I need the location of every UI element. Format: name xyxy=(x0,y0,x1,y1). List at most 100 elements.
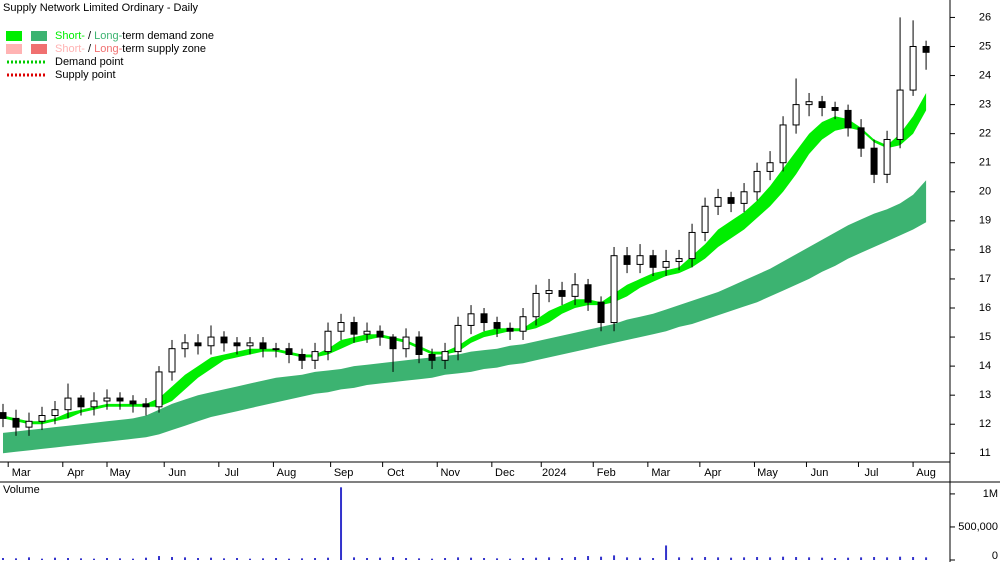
y-tick-label: 14 xyxy=(979,360,991,372)
volume-bar xyxy=(782,556,785,560)
candle-body xyxy=(155,371,163,408)
y-tick-label: 16 xyxy=(979,302,991,314)
candle-body xyxy=(532,292,540,318)
volume-bar xyxy=(340,487,343,560)
y-tick-label: 18 xyxy=(979,244,991,256)
volume-bar xyxy=(691,557,694,560)
candle-body xyxy=(740,191,748,204)
volume-bar xyxy=(743,557,746,560)
candle-body xyxy=(831,107,839,111)
y-tick-label: 22 xyxy=(979,128,991,140)
candle-body xyxy=(181,342,189,350)
y-tick-label: 23 xyxy=(979,99,991,111)
volume-bar xyxy=(587,556,590,560)
volume-bar xyxy=(665,545,668,560)
volume-bar xyxy=(457,557,460,560)
volume-tick-label: 0 xyxy=(992,550,998,562)
volume-bar xyxy=(717,557,720,560)
candle-body xyxy=(480,313,488,324)
candle-body xyxy=(545,290,553,294)
candle-body xyxy=(779,124,787,164)
candle-body xyxy=(207,336,215,347)
volume-bar xyxy=(418,558,421,560)
volume-bar xyxy=(158,556,161,560)
candle-body xyxy=(12,417,20,428)
candle-body xyxy=(727,197,735,204)
chart-title: Supply Network Limited Ordinary - Daily xyxy=(3,2,199,14)
volume-bar xyxy=(405,558,408,560)
volume-bar xyxy=(899,556,902,560)
volume-bar xyxy=(366,558,369,560)
candle-body xyxy=(857,127,865,149)
candle-body xyxy=(402,336,410,350)
x-tick-label: 2024 xyxy=(542,467,566,479)
volume-bar xyxy=(327,557,330,560)
volume-bar xyxy=(132,558,135,560)
candle-body xyxy=(64,397,72,411)
volume-bar xyxy=(145,557,148,560)
legend-long: Long- xyxy=(94,30,122,42)
candle-body xyxy=(467,313,475,326)
candle-body xyxy=(623,255,631,265)
legend-label: Short- / Long-term demand zone xyxy=(55,30,214,42)
candle-body xyxy=(506,327,514,332)
volume-bars xyxy=(1,487,928,560)
volume-bar xyxy=(808,557,811,560)
legend-separator: / xyxy=(85,43,94,55)
x-tick-label: Feb xyxy=(597,467,616,479)
legend-label: Short- / Long-term supply zone xyxy=(55,43,206,55)
volume-tick-label: 500,000 xyxy=(958,521,998,533)
legend-swatch xyxy=(6,31,22,41)
y-tick-label: 13 xyxy=(979,389,991,401)
volume-bar xyxy=(730,557,733,560)
y-tick-label: 26 xyxy=(979,11,991,23)
candle-body xyxy=(298,353,306,361)
legend-rest: term supply zone xyxy=(122,43,206,55)
candle-body xyxy=(311,351,319,361)
candle-body xyxy=(415,336,423,355)
volume-bar xyxy=(262,558,265,560)
y-tick-label: 17 xyxy=(979,273,991,285)
candle-body xyxy=(246,342,254,347)
candle-body xyxy=(870,147,878,175)
legend-label: Supply point xyxy=(55,69,116,81)
candle-body xyxy=(922,45,930,53)
volume-bar xyxy=(925,557,928,560)
candle-body xyxy=(25,420,33,428)
candle-body xyxy=(90,400,98,408)
candle-body xyxy=(792,104,800,126)
candle-body xyxy=(688,231,696,260)
x-tick-label: Mar xyxy=(12,467,31,479)
volume-bar xyxy=(353,557,356,560)
candle-body xyxy=(324,330,332,353)
candle-body xyxy=(337,322,345,332)
x-tick-label: Mar xyxy=(651,467,670,479)
candle-body xyxy=(129,400,137,405)
candle-body xyxy=(766,162,774,172)
x-tick-label: Apr xyxy=(704,467,721,479)
price-bars xyxy=(0,17,930,436)
volume-bar xyxy=(886,557,889,560)
candle-body xyxy=(350,322,358,335)
volume-bar xyxy=(912,557,915,560)
x-tick-label: Dec xyxy=(495,467,515,479)
y-tick-label: 24 xyxy=(979,69,991,81)
volume-bar xyxy=(171,557,174,560)
candle-body xyxy=(220,336,228,344)
candle-body xyxy=(493,322,501,329)
candle-body xyxy=(675,258,683,263)
volume-bar xyxy=(704,557,707,560)
candle-body xyxy=(844,109,852,129)
candle-body xyxy=(584,284,592,303)
legend-short: Short- xyxy=(55,30,85,42)
y-tick-label: 21 xyxy=(979,157,991,169)
candle-body xyxy=(363,330,371,335)
x-tick-label: Sep xyxy=(334,467,354,479)
x-tick-label: Aug xyxy=(916,467,936,479)
volume-bar xyxy=(769,557,772,560)
candle-body xyxy=(701,205,709,233)
volume-bar xyxy=(223,558,226,560)
volume-bar xyxy=(470,557,473,560)
volume-bar xyxy=(379,557,382,560)
